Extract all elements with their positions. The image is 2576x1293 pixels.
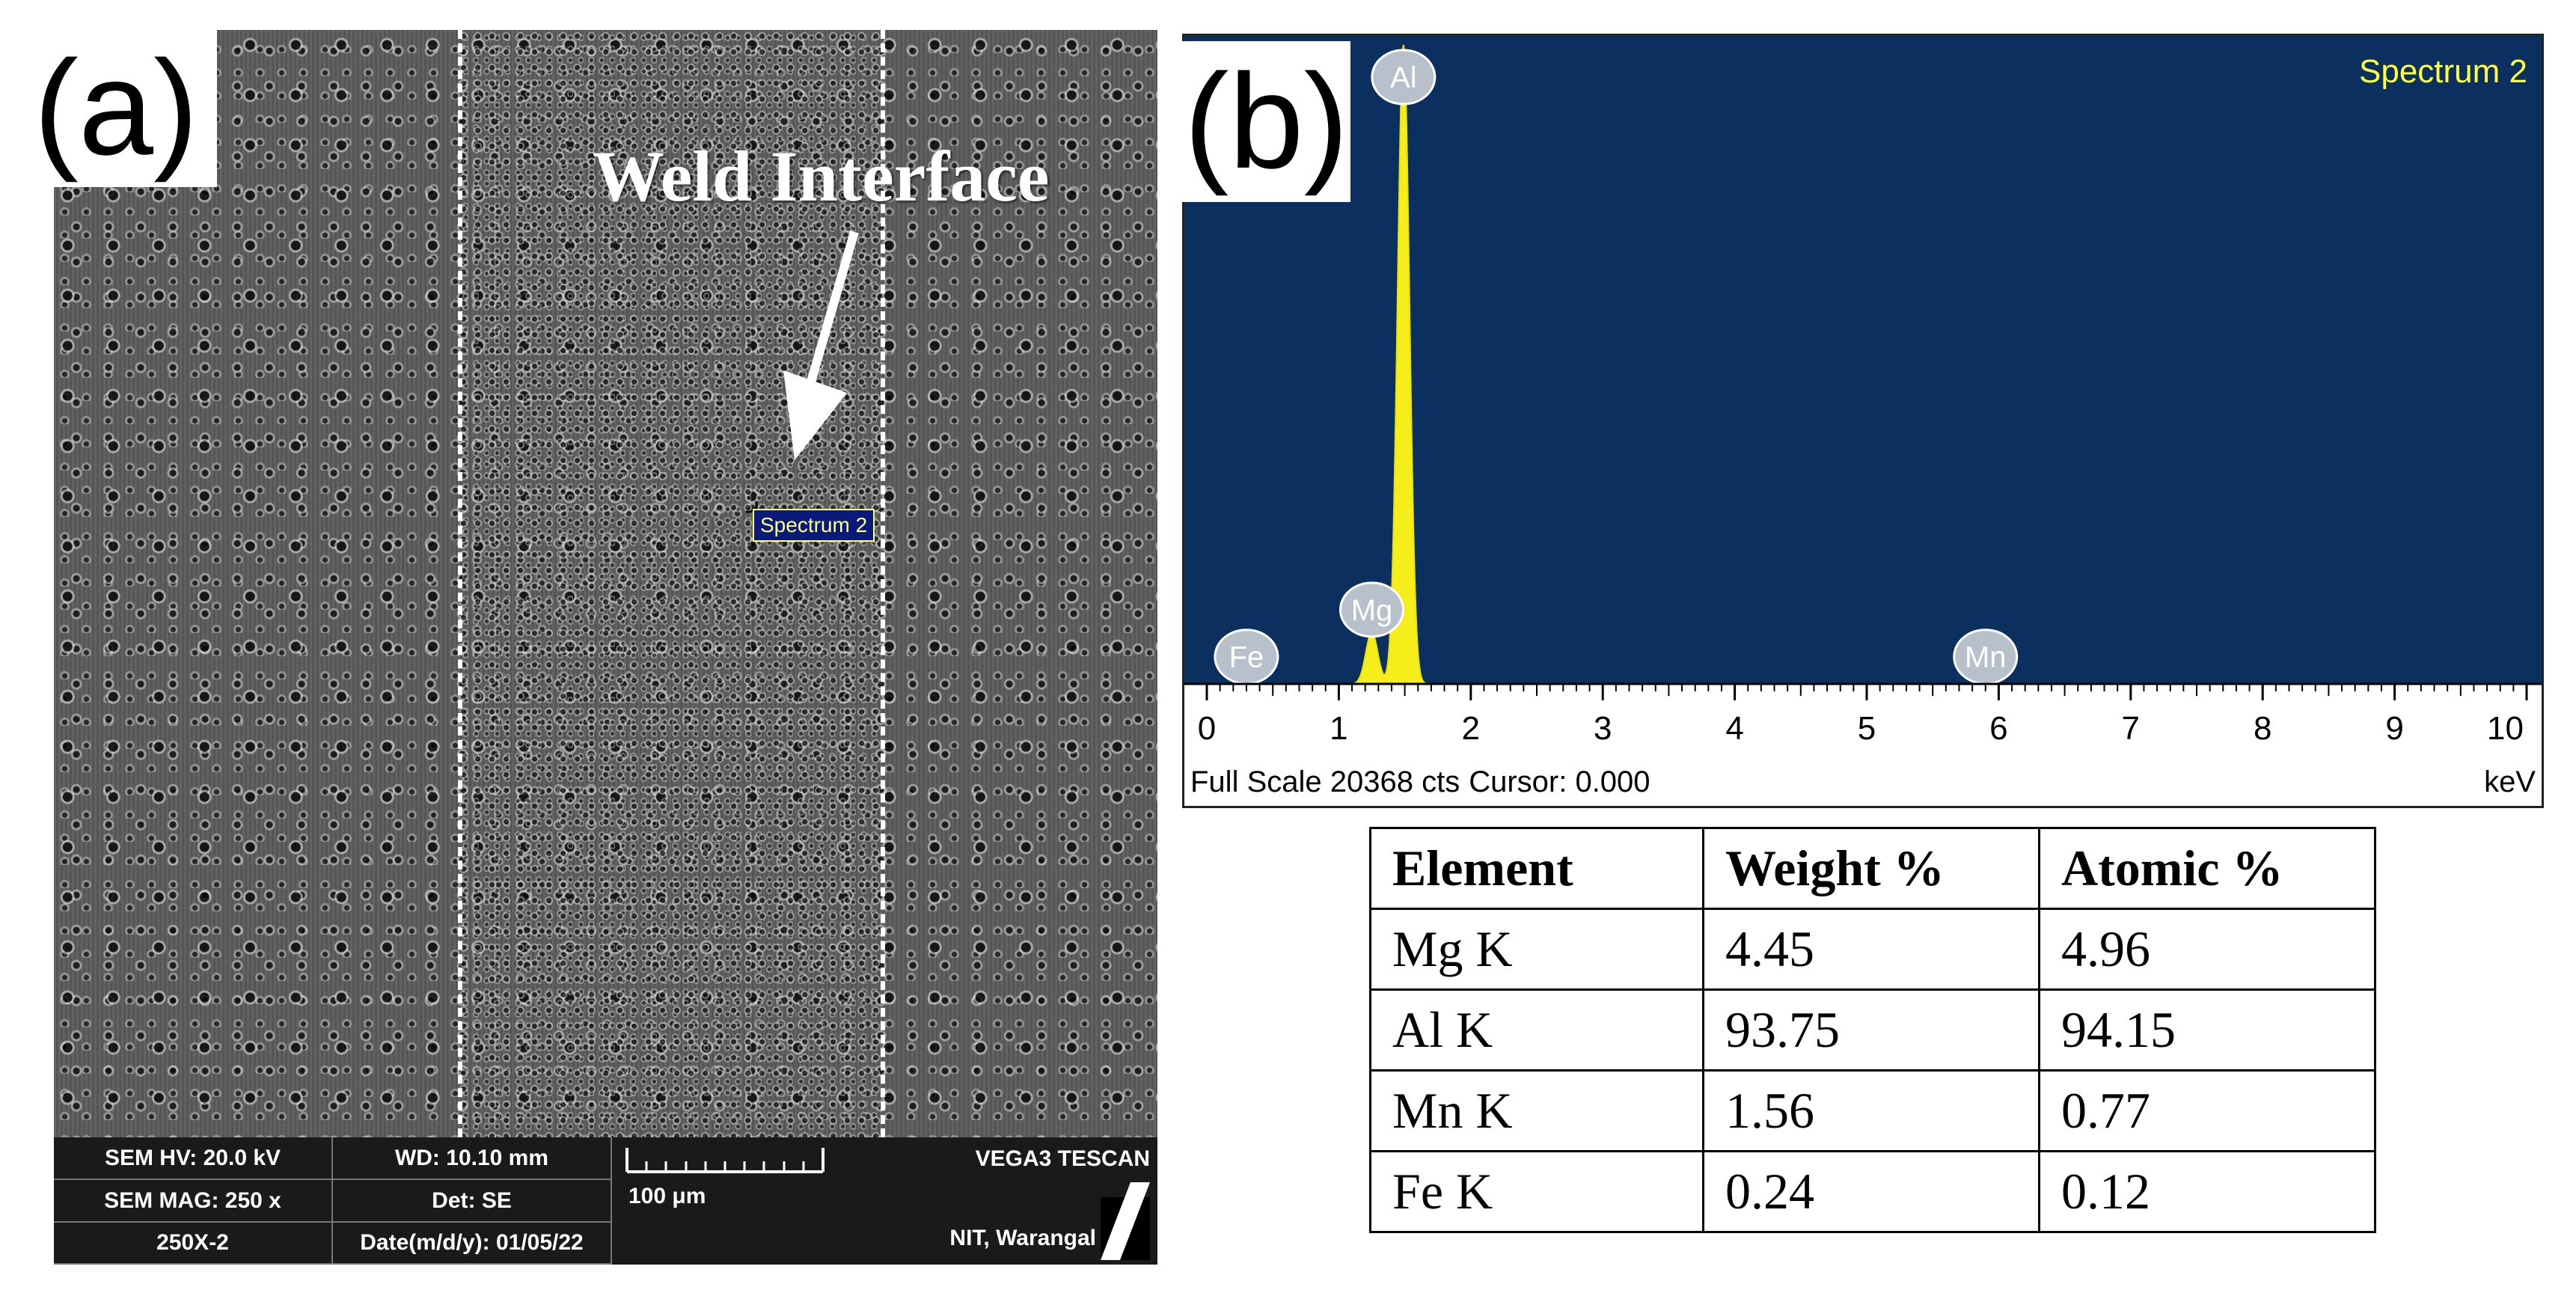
x-tick-label: 2 (1462, 710, 1480, 747)
x-tick-label: 10 (2487, 710, 2524, 747)
panel-label-b: (b) (1182, 41, 1350, 202)
x-tick-label: 7 (2122, 710, 2140, 747)
interface-boundary-right (881, 30, 885, 1137)
x-tick-label: 8 (2254, 710, 2271, 747)
x-tick-label: 4 (1725, 710, 1743, 747)
cell-weight: 4.45 (1702, 908, 2040, 991)
weld-interface-arrow-icon (783, 230, 859, 460)
spectrum-status-line: Full Scale 20368 cts Cursor: 0.000 (1190, 765, 1659, 799)
interface-boundary-left (458, 30, 462, 1137)
table-header-row: Element Weight % Atomic % (1369, 827, 2376, 910)
peak-label-al: Al (1371, 49, 1437, 106)
scale-bar-icon (625, 1148, 824, 1173)
x-tick-label: 9 (2385, 710, 2403, 747)
x-tick-label: 5 (1858, 710, 1876, 747)
peak-label-mg: Mg (1339, 581, 1404, 638)
table-row: Fe K 0.24 0.12 (1369, 1150, 2376, 1233)
working-distance-readout: WD: 10.10 mm (333, 1137, 612, 1180)
x-tick-label: 1 (1330, 710, 1347, 747)
sem-info-bar: SEM HV: 20.0 kV SEM MAG: 250 x 250X-2 WD… (54, 1137, 1157, 1265)
eds-spectrum-chart: Spectrum 2 Fe Mg Al Mn 0 1 2 3 4 5 6 7 8 9 10 (1184, 36, 2542, 747)
sem-hv-readout: SEM HV: 20.0 kV (54, 1137, 333, 1180)
site-label: NIT, Warangal (949, 1226, 1096, 1250)
cell-atomic: 4.96 (2038, 908, 2376, 991)
x-tick-label: 6 (1989, 710, 2007, 747)
spectrum-title: Spectrum 2 (2359, 53, 2527, 90)
sem-micrograph: Weld Interface Spectrum 2 (54, 30, 1157, 1137)
peak-label-text: Mg (1351, 594, 1393, 627)
cell-element: Mg K (1369, 908, 1704, 991)
weld-interface-region (458, 30, 881, 1137)
unit-label: keV (2484, 765, 2536, 798)
x-tick-label: 0 (1198, 710, 1216, 747)
panel-label-a: (a) (15, 30, 217, 187)
detector-readout: Det: SE (333, 1180, 612, 1223)
cell-element: Fe K (1369, 1150, 1704, 1233)
header-element: Element (1369, 827, 1704, 910)
instrument-label: VEGA3 TESCAN (975, 1146, 1150, 1171)
peak-label-badge (1339, 581, 1404, 638)
cell-element: Al K (1369, 988, 1704, 1072)
date-readout: Date(m/d/y): 01/05/22 (333, 1223, 612, 1265)
cell-weight: 0.24 (1702, 1150, 2040, 1233)
table-row: Mn K 1.56 0.77 (1369, 1069, 2376, 1152)
cell-weight: 1.56 (1702, 1069, 2040, 1152)
composition-table: Element Weight % Atomic % Mg K 4.45 4.96… (1369, 827, 2376, 1233)
spectrum-location-tag: Spectrum 2 (753, 509, 875, 542)
header-atomic: Atomic % (2038, 827, 2376, 910)
x-tick-label: 3 (1594, 710, 1612, 747)
peak-label-text: Fe (1229, 641, 1264, 674)
sem-mag-readout: SEM MAG: 250 x (54, 1180, 333, 1223)
cell-atomic: 0.77 (2038, 1069, 2376, 1152)
table-row: Al K 93.75 94.15 (1369, 988, 2376, 1072)
eds-spectrum-panel: Spectrum 2 Fe Mg Al Mn 0 1 2 3 4 5 6 7 8 9 10 Full Sc… (1182, 34, 2544, 808)
image-name-readout: 250X-2 (54, 1223, 333, 1265)
full-scale-readout: Full Scale 20368 cts (1190, 765, 1460, 798)
cell-weight: 93.75 (1702, 988, 2040, 1072)
cell-atomic: 0.12 (2038, 1150, 2376, 1233)
cursor-readout: Cursor: 0.000 (1469, 765, 1650, 798)
weld-interface-annotation: Weld Interface (593, 136, 1050, 216)
peak-label-badge (1371, 49, 1437, 106)
tescan-logo-icon (1101, 1182, 1150, 1260)
peak-label-fe: Fe (1214, 629, 1279, 685)
table-row: Mg K 4.45 4.96 (1369, 908, 2376, 991)
peak-label-mn: Mn (1953, 629, 2019, 685)
cell-atomic: 94.15 (2038, 988, 2376, 1072)
header-weight: Weight % (1702, 827, 2040, 910)
peak-label-text: Mn (1965, 641, 2007, 674)
scale-bar-label: 100 μm (628, 1184, 706, 1208)
peak-label-text: Al (1390, 61, 1417, 94)
cell-element: Mn K (1369, 1069, 1704, 1152)
